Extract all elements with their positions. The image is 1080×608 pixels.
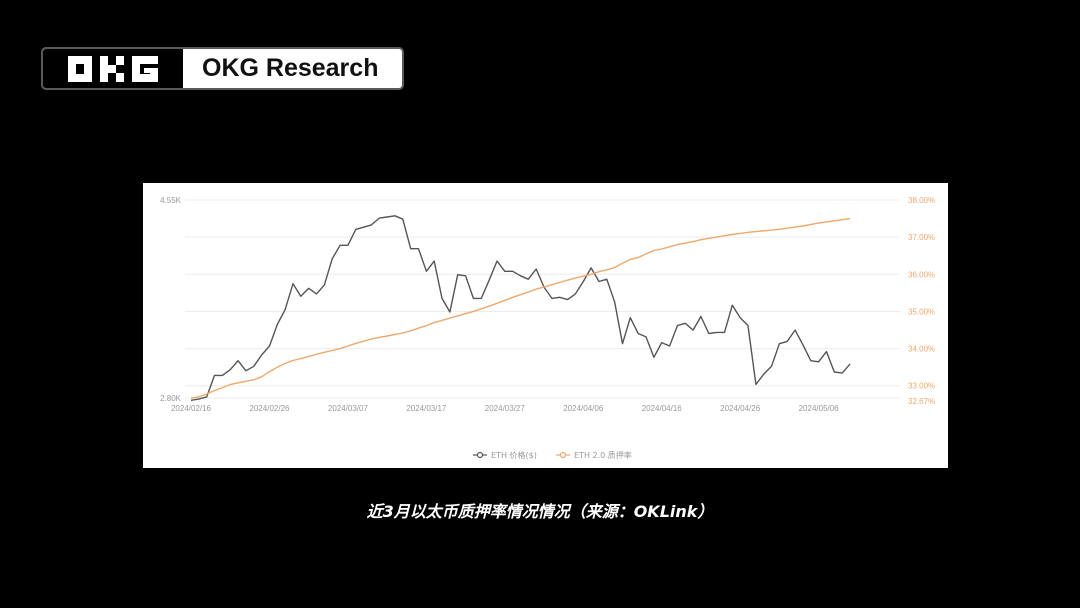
y-right-tick-label: 34.00% [908, 345, 935, 354]
y-right-tick-label: 37.00% [908, 233, 935, 242]
y-right-tick-label: 33.00% [908, 382, 935, 391]
eth-price-line [190, 215, 851, 401]
x-tick-label: 2024/04/16 [642, 404, 683, 413]
y-left-tick-label: 2.80K [160, 394, 182, 403]
chart-caption: 近3月以太币质押率情况情况（来源：OKLink） [366, 502, 714, 521]
x-tick-label: 2024/02/26 [249, 404, 290, 413]
x-tick-label: 2024/03/07 [328, 404, 369, 413]
legend-label: ETH 价格($) [491, 450, 537, 460]
y-right-tick-label: 36.00% [908, 270, 935, 279]
staking-rate-line [190, 217, 851, 399]
legend-label: ETH 2.0 质押率 [574, 450, 632, 460]
x-tick-label: 2024/03/17 [406, 404, 447, 413]
x-tick-label: 2024/04/06 [563, 404, 604, 413]
y-right-tick-label: 35.00% [908, 307, 935, 316]
brand-header: OKG Research [41, 47, 404, 90]
chart-panel: 4.55K 2.80K 38.00% 37.00% 36.00% 35.00% 34.00%… [143, 183, 948, 468]
brand-name: OKG Research [202, 54, 379, 82]
legend-swatch-marker [559, 451, 567, 459]
x-tick-label: 2024/04/26 [720, 404, 761, 413]
legend-swatch-marker [476, 451, 484, 459]
okx-logo-icon [43, 49, 183, 88]
x-tick-label: 2024/02/16 [171, 404, 212, 413]
y-right-tick-label: 38.00% [908, 196, 935, 205]
x-tick-label: 2024/05/06 [799, 404, 840, 413]
y-left-tick-label: 4.55K [160, 196, 182, 205]
y-right-tick-label: 32.67% [908, 397, 935, 406]
x-tick-label: 2024/03/27 [485, 404, 526, 413]
eth-staking-chart: 4.55K 2.80K 38.00% 37.00% 36.00% 35.00% 34.00%… [160, 196, 935, 460]
